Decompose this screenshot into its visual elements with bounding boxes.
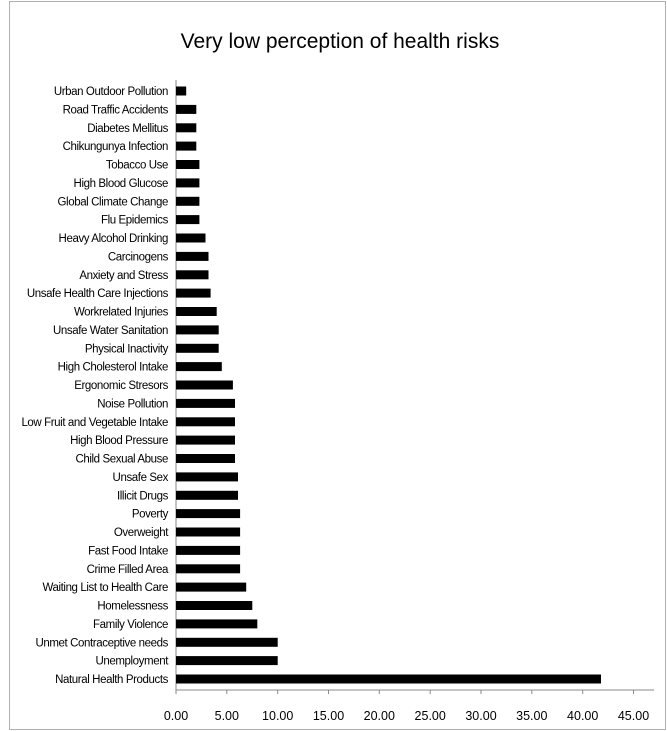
- x-tick-label: 5.00: [215, 709, 239, 723]
- bar: [176, 582, 247, 592]
- category-label: Low Fruit and Vegetable Intake: [21, 417, 168, 429]
- category-label: Natural Health Products: [55, 674, 169, 686]
- category-label: Tobacco Use: [106, 160, 168, 172]
- bar: [176, 490, 238, 500]
- category-label: Unemployment: [95, 656, 169, 668]
- bar: [176, 619, 258, 629]
- bar: [176, 564, 241, 574]
- bar: [176, 674, 601, 684]
- bar: [176, 398, 235, 408]
- category-label: Unsafe Sex: [113, 472, 169, 484]
- category-label: High Blood Glucose: [74, 178, 168, 190]
- bar: [176, 178, 200, 188]
- x-tick-label: 35.00: [516, 709, 547, 723]
- bar: [176, 123, 197, 133]
- bar: [176, 435, 235, 445]
- category-label: Road Traffic Accidents: [63, 104, 169, 116]
- category-label: Diabetes Mellitus: [87, 123, 168, 135]
- x-tick-label: 20.00: [364, 709, 395, 723]
- category-label: High Cholesterol Intake: [58, 362, 168, 374]
- bar: [176, 86, 187, 96]
- bar: [176, 454, 235, 463]
- x-tick-label: 45.00: [618, 709, 649, 723]
- category-label: Heavy Alcohol Drinking: [59, 233, 168, 245]
- bar: [176, 527, 241, 537]
- x-axis-ticks: 0.00 5.00 10.00 15.00 20.00 25.00 30.00 35.00 40…: [164, 690, 649, 723]
- bar: [176, 104, 197, 114]
- x-tick-label: 25.00: [415, 709, 446, 723]
- x-tick-label: 40.00: [567, 709, 598, 723]
- category-label: Overweight: [114, 527, 169, 539]
- bar: [176, 270, 209, 280]
- category-label: Workrelated Injuries: [74, 307, 169, 319]
- category-label: Fast Food Intake: [88, 545, 168, 557]
- bar: [176, 417, 235, 427]
- bar: [176, 288, 211, 298]
- bar: [176, 160, 200, 169]
- bar: [176, 380, 233, 390]
- bar: [176, 325, 219, 335]
- category-label: High Blood Pressure: [70, 435, 168, 447]
- bar: [176, 196, 200, 206]
- chart-title: Very low perception of health risks: [181, 30, 500, 53]
- category-label: Crime Filled Area: [87, 564, 169, 576]
- bar: [176, 545, 241, 555]
- category-label: Unsafe Water Sanitation: [53, 325, 168, 337]
- category-label: Flu Epidemics: [101, 215, 169, 227]
- category-label: Unmet Contraceptive needs: [35, 637, 168, 649]
- bar: [176, 601, 253, 610]
- category-label: Urban Outdoor Pollution: [54, 86, 168, 98]
- category-label: Homelessness: [97, 601, 168, 613]
- bar: [176, 637, 278, 647]
- bars-group: [176, 86, 601, 684]
- bar: [176, 251, 209, 261]
- category-label: Global Climate Change: [58, 196, 169, 208]
- category-label: Family Violence: [93, 619, 168, 631]
- category-label: Unsafe Health Care Injections: [27, 288, 169, 300]
- bar: [176, 509, 241, 519]
- category-label: Chikungunya Infection: [63, 141, 168, 153]
- bar: [176, 472, 238, 482]
- chart-frame: [9, 1, 666, 730]
- category-label: Ergonomic Stresors: [74, 380, 168, 392]
- category-label: Anxiety and Stress: [79, 270, 168, 282]
- x-tick-label: 10.00: [262, 709, 293, 723]
- category-label: Carcinogens: [108, 251, 169, 263]
- bar: [176, 343, 219, 353]
- category-label: Illicit Drugs: [117, 490, 169, 502]
- x-tick-label: 0.00: [164, 709, 188, 723]
- category-label: Waiting List to Health Care: [42, 582, 168, 594]
- bar: [176, 233, 206, 243]
- bar: [176, 307, 217, 316]
- bar: [176, 141, 197, 151]
- category-label: Physical Inactivity: [85, 343, 169, 355]
- bar: [176, 362, 222, 372]
- x-tick-label: 30.00: [465, 709, 496, 723]
- category-labels: Urban Outdoor Pollution Road Traffic Acci…: [21, 86, 169, 686]
- category-label: Child Sexual Abuse: [75, 454, 168, 466]
- bar: [176, 215, 200, 225]
- category-label: Noise Pollution: [97, 398, 168, 410]
- category-label: Poverty: [132, 509, 169, 521]
- bar: [176, 656, 278, 666]
- x-tick-label: 15.00: [313, 709, 344, 723]
